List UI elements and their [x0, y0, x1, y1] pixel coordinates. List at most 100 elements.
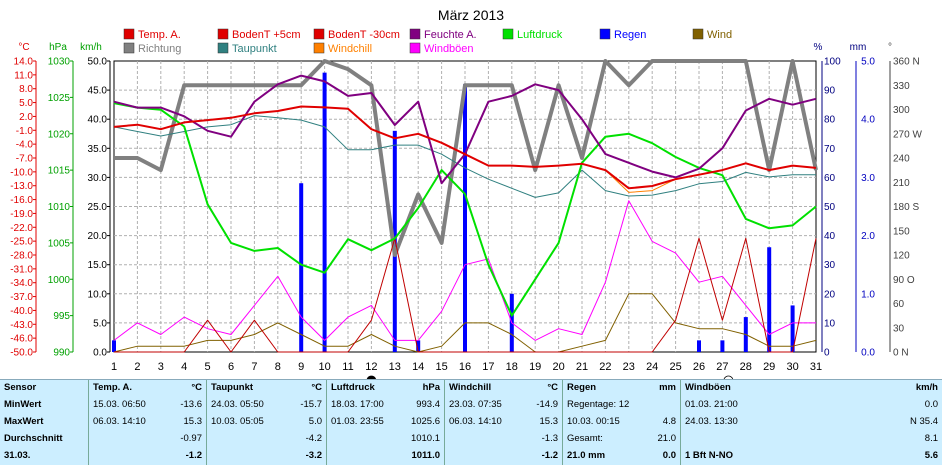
x-tick-label: 6	[228, 361, 234, 373]
temp-tick-label: -19.0	[10, 209, 33, 220]
stats-cell-value: 993.4	[416, 399, 440, 410]
direction-tick-label: 0 N	[893, 348, 909, 359]
rain-bar	[463, 84, 467, 352]
series-line-taupunkt	[113, 115, 816, 198]
temp-tick-label: -46.0	[10, 334, 33, 345]
direction-tick-label: 300	[893, 105, 910, 116]
direction-tick-label: 60	[893, 299, 905, 310]
rain-bar	[322, 72, 327, 352]
x-tick-label: 15	[435, 361, 447, 373]
temp-tick-label: -25.0	[10, 237, 33, 248]
stats-col-title: Luftdruck	[331, 382, 375, 393]
temp-tick-label: -1.0	[16, 126, 34, 137]
legend-label-windchill: Windchill	[328, 43, 372, 55]
stats-col-unit: hPa	[422, 382, 440, 393]
axis-unit-label: hPa	[49, 42, 67, 53]
stats-col-unit: mm	[659, 382, 676, 393]
x-tick-label: 21	[576, 361, 588, 373]
wind-tick-label: 35.0	[88, 144, 108, 155]
direction-tick-label: 240	[893, 154, 910, 165]
rain-tick-label: 0.0	[861, 348, 875, 359]
stats-cell-value: -1.2	[541, 450, 558, 461]
stats-cell-value: -14.9	[536, 399, 558, 410]
series-lines	[113, 59, 818, 353]
wind-tick-label: 25.0	[88, 202, 108, 213]
stats-row-label: MinWert	[4, 399, 42, 410]
stats-col-temp-a: Temp. A. °C 15.03. 06:50 -13.6 06.03. 14:10 1…	[88, 380, 206, 465]
x-tick-label: 19	[529, 361, 541, 373]
axis-unit-labels: °C hPa km/h% mm °	[18, 42, 892, 53]
humidity-tick-label: 60	[824, 173, 836, 184]
x-tick-label: 20	[552, 361, 564, 373]
x-tick-label: 9	[298, 361, 304, 373]
axis-unit-label: km/h	[80, 42, 102, 53]
pressure-tick-label: 1010	[48, 202, 71, 213]
legend-label-bodent-30cm: BodenT -30cm	[328, 29, 400, 41]
stats-cell-value: -15.7	[300, 399, 322, 410]
stats-col-regen: Regen mm Regentage: 12 10.03. 00:15 4.8 Gesam…	[562, 380, 680, 465]
stats-cell-label: 21.0 mm	[567, 450, 606, 461]
temp-tick-label: -22.0	[10, 223, 33, 234]
x-tick-label: 23	[623, 361, 635, 373]
stats-cell-label: Regentage: 12	[567, 399, 630, 410]
stats-col-title: Temp. A.	[93, 382, 133, 393]
stats-cell-label: 24.03. 05:50	[211, 399, 264, 410]
direction-tick-label: 330	[893, 81, 910, 92]
stats-cell-value: 21.0	[657, 433, 677, 444]
legend-swatch-temp-a	[123, 28, 135, 40]
wind-tick-label: 20.0	[88, 231, 108, 242]
humidity-tick-label: 30	[824, 260, 836, 271]
stats-col-title: Windchill	[449, 382, 492, 393]
x-tick-label: 11	[342, 361, 353, 373]
x-tick-label: 7	[251, 361, 257, 373]
pressure-tick-label: 990	[53, 348, 70, 359]
axis-unit-label: %	[814, 42, 823, 53]
rain-tick-label: 5.0	[861, 57, 875, 68]
wind-tick-label: 30.0	[88, 173, 108, 184]
x-tick-label: 13	[389, 361, 401, 373]
direction-tick-label: 120	[893, 251, 910, 262]
humidity-tick-label: 80	[824, 115, 836, 126]
stats-col-title: Windböen	[685, 382, 731, 393]
wind-tick-label: 45.0	[88, 86, 108, 97]
wind-tick-label: 5.0	[93, 318, 107, 329]
rain-tick-label: 3.0	[861, 173, 875, 184]
x-tick-label: 24	[646, 361, 658, 373]
stats-cell-value: -3.2	[305, 450, 322, 461]
stats-cell-label: 01.03. 21:00	[685, 399, 738, 410]
x-tick-label: 22	[599, 361, 611, 373]
stats-col-luftdruck: Luftdruck hPa 18.03. 17:00 993.4 01.03. 23:5…	[326, 380, 444, 465]
legend-label-temp-a: Temp. A.	[138, 29, 181, 41]
temp-tick-label: -37.0	[10, 292, 33, 303]
temp-tick-label: -10.0	[10, 167, 33, 178]
stats-col-title: Taupunkt	[211, 382, 254, 393]
rain-bar	[299, 183, 304, 352]
stats-sensor-header: Sensor	[4, 382, 37, 393]
series-line-windb-en	[113, 200, 816, 341]
series-line-temp-a	[113, 105, 817, 190]
stats-cell-label: 10.03. 00:15	[567, 416, 620, 427]
humidity-tick-label: 40	[824, 231, 836, 242]
stats-cell-value: N 35.4	[910, 416, 938, 427]
wind-tick-label: 0.0	[93, 348, 107, 359]
stats-cell-value: -1.2	[185, 450, 202, 461]
direction-tick-label: 90 O	[893, 275, 915, 286]
temp-tick-label: 14.0	[14, 57, 34, 68]
wind-tick-label: 50.0	[88, 57, 108, 68]
rain-bar	[697, 340, 701, 352]
legend-label-taupunkt: Taupunkt	[232, 43, 277, 55]
rain-bar	[720, 340, 725, 352]
x-tick-label: 5	[205, 361, 211, 373]
stats-cell-value: 5.0	[308, 416, 322, 427]
direction-tick-label: 270 W	[893, 129, 922, 140]
temp-tick-label: 11.0	[14, 70, 33, 81]
x-tick-label: 18	[506, 361, 518, 373]
stats-cell-label: 06.03. 14:10	[449, 416, 502, 427]
legend-swatch-taupunkt	[217, 42, 229, 54]
x-tick-label: 29	[763, 361, 775, 373]
humidity-tick-label: 70	[824, 144, 836, 155]
humidity-tick-label: 10	[824, 318, 836, 329]
stats-cell-value: -13.6	[180, 399, 202, 410]
legend-label-regen: Regen	[614, 29, 646, 41]
humidity-tick-label: 90	[824, 86, 836, 97]
